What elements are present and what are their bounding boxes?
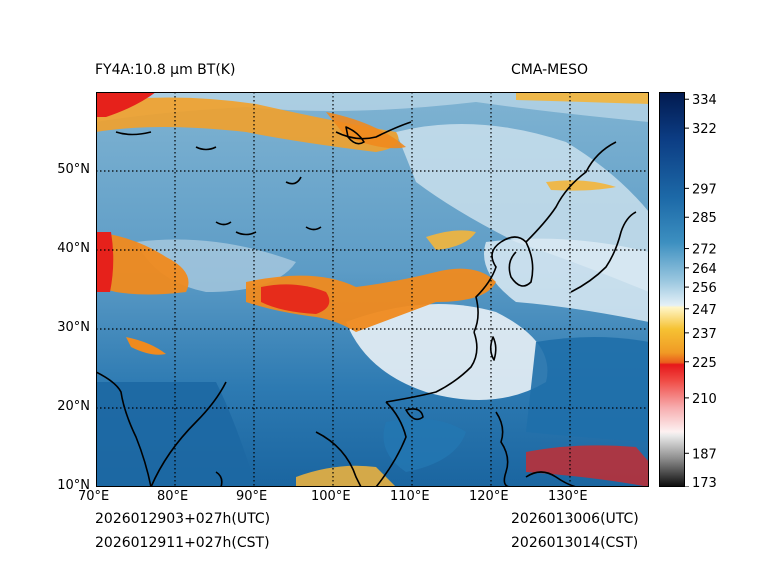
lon-tick-120: 120°E bbox=[469, 489, 509, 504]
coast-india bbox=[96, 371, 152, 487]
coast-hainan bbox=[405, 408, 424, 421]
colorbar-frame bbox=[659, 92, 685, 487]
colorbar-tick-label: 334 bbox=[692, 93, 717, 108]
colorbar-tick-label: 322 bbox=[692, 122, 717, 137]
colorbar-tick-label: 187 bbox=[692, 447, 717, 462]
coast-philippines bbox=[495, 411, 512, 487]
valid-time-utc: 2026013006(UTC) bbox=[511, 511, 639, 527]
cloud-band-bay bbox=[296, 465, 396, 487]
cloud-japan-sea bbox=[484, 238, 649, 322]
lat-tick-20: 20°N bbox=[57, 399, 90, 414]
ocean-pacific bbox=[526, 337, 649, 442]
colorbar-tick-label: 264 bbox=[692, 262, 717, 277]
satellite-map bbox=[96, 92, 649, 487]
lon-tick-110: 110°E bbox=[390, 489, 430, 504]
cloud-band-kamchatka bbox=[326, 112, 406, 149]
lon-tick-80: 80°E bbox=[157, 489, 189, 504]
lat-tick-50: 50°N bbox=[57, 162, 90, 177]
valid-time-cst: 2026013014(CST) bbox=[511, 535, 639, 551]
lon-tick-90: 90°E bbox=[236, 489, 268, 504]
coast-indochina-east bbox=[375, 401, 407, 487]
coast-baikal bbox=[345, 126, 365, 145]
coast-indochina bbox=[315, 431, 362, 487]
colorbar-tick-label: 210 bbox=[692, 392, 717, 407]
cloud-south-china bbox=[346, 304, 548, 400]
init-time-utc: 2026012903+027h(UTC) bbox=[95, 511, 271, 527]
colorbar-tick-label: 247 bbox=[692, 303, 717, 318]
title-right: CMA-MESO bbox=[511, 62, 589, 78]
coast-korea bbox=[500, 236, 534, 287]
lat-tick-10: 10°N bbox=[57, 478, 90, 493]
cloud-band-japan-north bbox=[546, 180, 616, 191]
lon-tick-130: 130°E bbox=[548, 489, 588, 504]
coast-russia-east bbox=[525, 141, 617, 243]
cloud-band-northwest bbox=[96, 92, 156, 117]
coast-china-east bbox=[473, 241, 502, 333]
colorbar-tick-label: 173 bbox=[692, 476, 717, 487]
colorbar-tick-label: 272 bbox=[692, 243, 717, 258]
lat-tick-40: 40°N bbox=[57, 241, 90, 256]
coast-china-south bbox=[385, 331, 478, 403]
cloud-band-southwest bbox=[126, 337, 166, 355]
cloud-red-central bbox=[261, 284, 330, 314]
lon-tick-70: 70°E bbox=[78, 489, 110, 504]
cloud-band-central bbox=[246, 268, 496, 332]
colorbar-ticks: 334 322 297 285 272 264 256 247 237 225 210 187 173 bbox=[685, 93, 717, 487]
cloud-siberia bbox=[96, 92, 649, 122]
colorbar-tick-label: 297 bbox=[692, 182, 717, 197]
cloud-band-pacific-south bbox=[526, 445, 649, 487]
title-left: FY4A:10.8 µm BT(K) bbox=[95, 62, 236, 78]
colorbar-tick-label: 225 bbox=[692, 356, 717, 371]
cloud-band-west bbox=[96, 232, 189, 295]
coast-japan bbox=[570, 211, 637, 293]
gridlines bbox=[96, 92, 649, 487]
coast-india-east bbox=[150, 381, 227, 487]
cloud-band-top-right bbox=[516, 92, 649, 104]
lat-tick-30: 30°N bbox=[57, 320, 90, 335]
coast-kazakh-lakes bbox=[115, 131, 302, 185]
init-time-cst: 2026012911+027h(CST) bbox=[95, 535, 270, 551]
coast-sri-lanka bbox=[215, 471, 223, 487]
cloud-red-west bbox=[96, 232, 114, 292]
lon-tick-100: 100°E bbox=[311, 489, 351, 504]
colorbar-tick-label: 256 bbox=[692, 281, 717, 296]
cloud-band-inner-mongolia bbox=[426, 230, 476, 250]
colorbar-tick-label: 237 bbox=[692, 327, 717, 342]
colorbar: 334 322 297 285 272 264 256 247 237 225 210 187 173 bbox=[659, 92, 717, 487]
map-frame bbox=[96, 92, 649, 487]
colorbar-tick-label: 285 bbox=[692, 211, 717, 226]
colorbar-fill bbox=[659, 92, 685, 487]
cloud-band-north bbox=[96, 97, 399, 152]
